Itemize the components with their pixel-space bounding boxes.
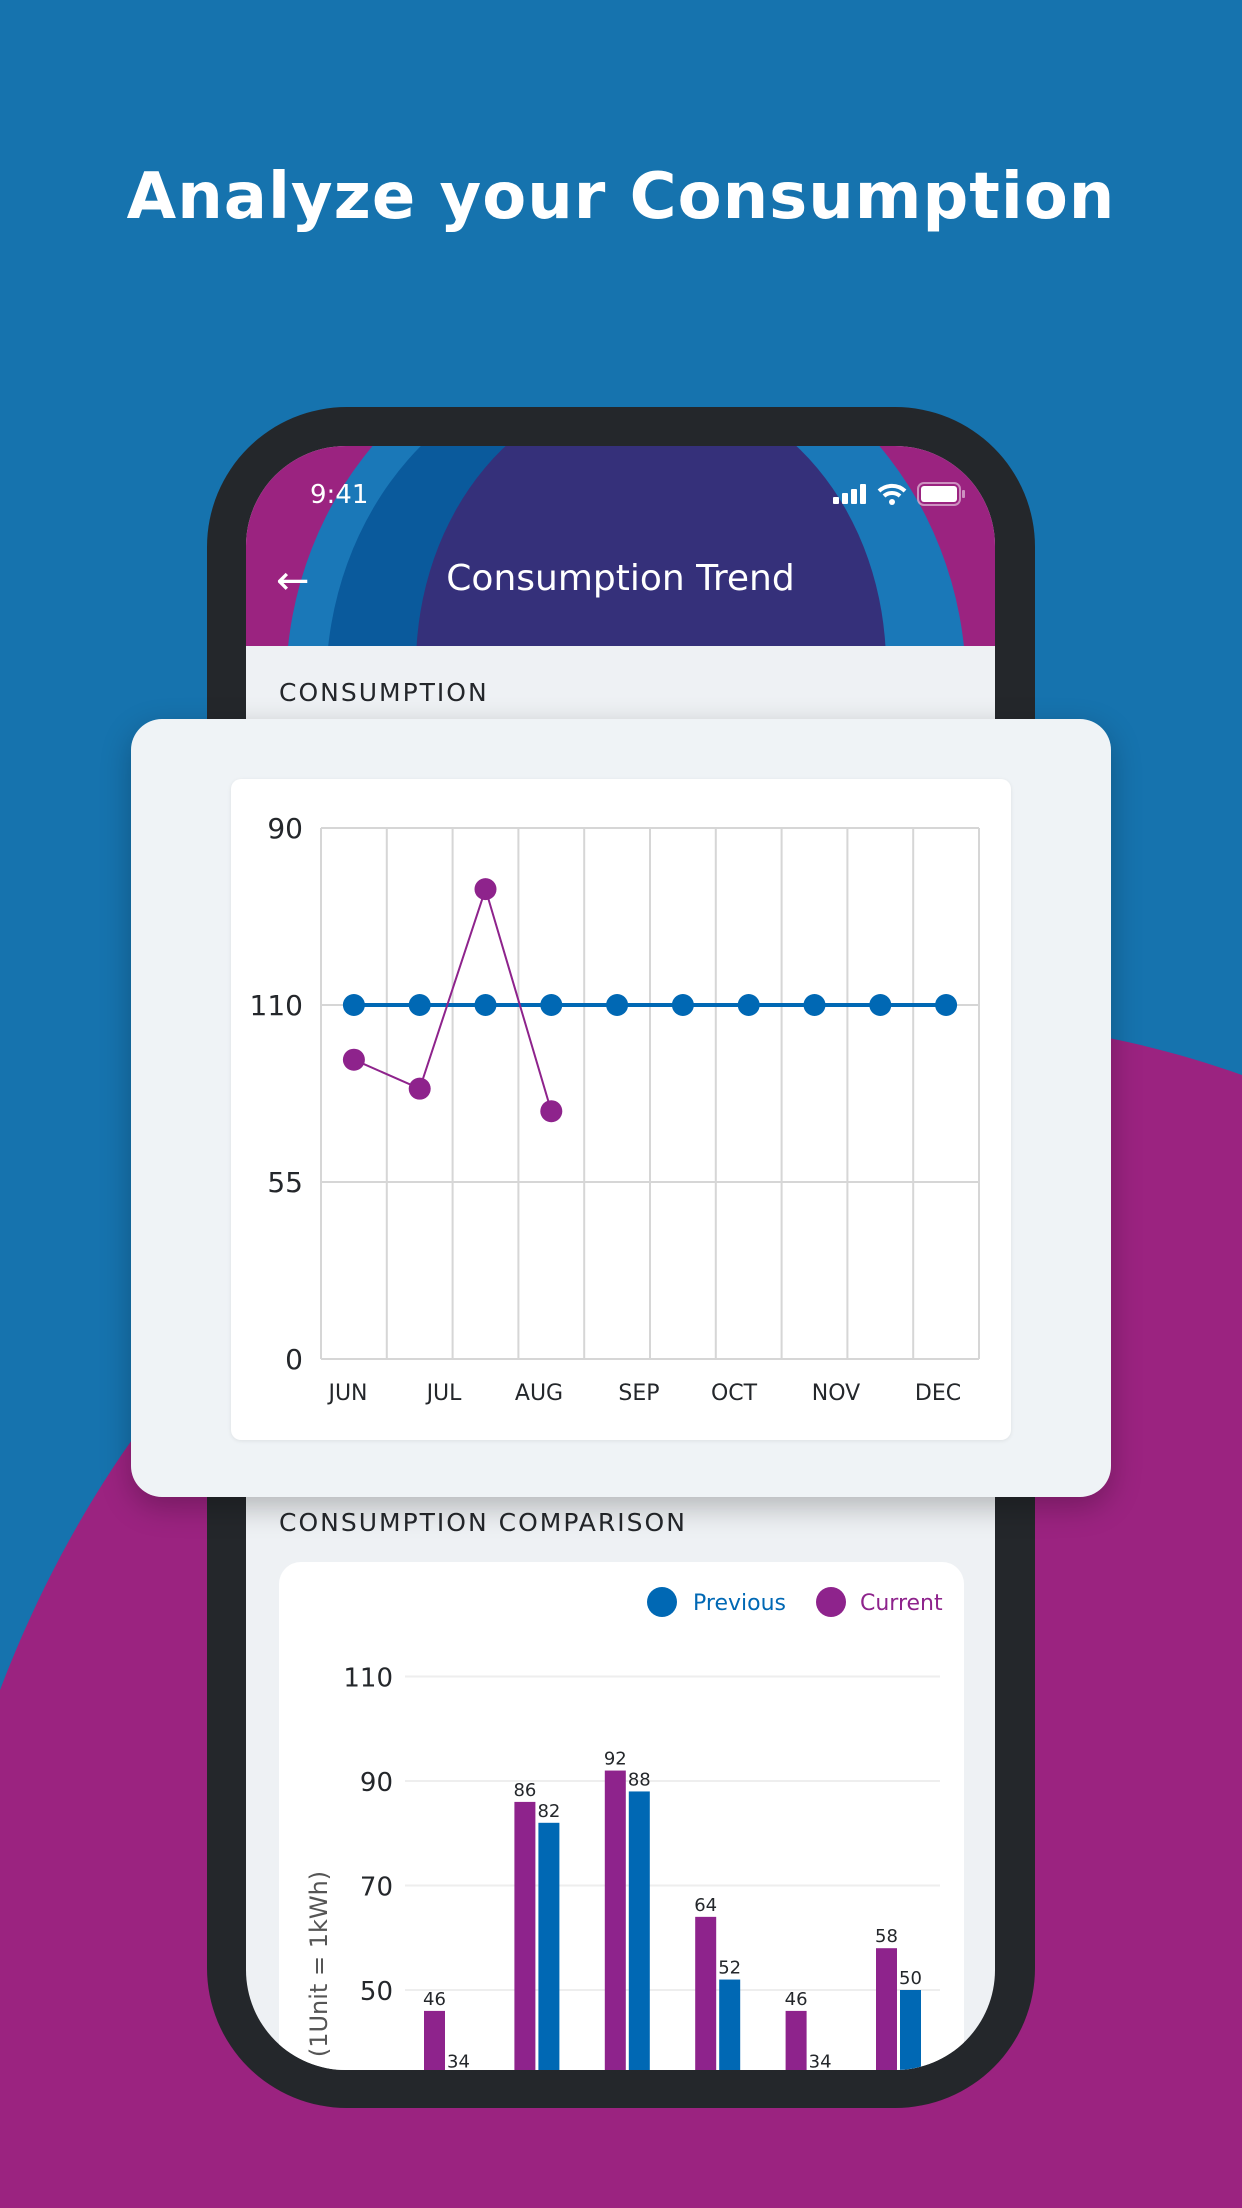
bar [628,1791,650,2070]
bar-value-label: 86 [513,1780,536,1801]
legend-marker [816,1587,846,1617]
y-tick-label: 110 [343,1664,393,1694]
x-tick-label: JUL [425,1381,463,1406]
bar-value-label: 82 [537,1801,560,1822]
bar [695,1916,717,2070]
data-point [540,1100,563,1123]
x-tick-label: OCT [711,1381,758,1406]
bar-value-label: 52 [718,1958,741,1979]
headline: Analyze your Consumption [126,160,1116,234]
bar-value-label: 34 [447,2052,470,2070]
battery-icon [917,482,965,506]
data-point [540,994,563,1016]
bar-value-label: 64 [694,1895,717,1916]
signal-icon [833,484,866,504]
bar-value-label: 88 [628,1769,651,1790]
legend-label: Previous [693,1591,786,1616]
data-point [803,994,826,1016]
data-point [408,1077,431,1100]
data-point [342,994,365,1016]
y-tick-label: 0 [285,1343,303,1376]
data-point [671,994,694,1016]
trend-chart-card: 0 55 110 90 JUN JUL AUG SEP OCT NOV DEC [231,779,1011,1440]
series-line [353,885,553,1112]
x-tick-label: NOV [812,1381,860,1406]
bar-value-label: 46 [785,1989,808,2010]
bar [900,1990,921,2070]
arrow-left-icon[interactable]: ← [276,558,310,604]
section-title-consumption: CONSUMPTION [279,678,489,707]
section-title-comparison: CONSUMPTION COMPARISON [279,1508,687,1537]
bar [604,1770,626,2070]
legend-marker [647,1587,677,1617]
status-icons [833,482,965,506]
y-tick-label: 70 [360,1873,393,1903]
app-header: 9:41 ← Consumption Trend [246,446,995,646]
bar [785,2010,807,2070]
data-point [474,994,497,1016]
comparison-bar-chart: 50 70 90 110 (1Unit = 1kWh) Previous Current 46… [305,1587,943,2070]
x-tick-label: JUN [326,1381,367,1406]
data-point [935,994,958,1016]
bar-value-label: 46 [423,1989,446,2010]
bar [538,1822,560,2070]
data-point [342,1048,365,1071]
y-tick-label: 55 [267,1166,303,1199]
bar [719,1979,741,2070]
x-tick-label: AUG [515,1381,563,1406]
trend-line-chart: 0 55 110 90 JUN JUL AUG SEP OCT NOV DEC [250,812,980,1406]
bar-value-label: 34 [809,2052,832,2070]
y-tick-label: 110 [250,989,303,1022]
data-point [737,994,760,1016]
bar-value-label: 58 [875,1926,898,1947]
page-title: Consumption Trend [446,558,795,599]
y-tick-label: 90 [267,812,303,845]
data-point [408,994,431,1016]
data-point [869,994,892,1016]
comparison-card: 50 70 90 110 (1Unit = 1kWh) Previous Current 46… [279,1562,964,2070]
x-tick-label: SEP [618,1381,659,1406]
y-tick-label: 50 [360,1977,393,2007]
legend-label: Current [860,1591,943,1616]
status-time: 9:41 [310,480,369,510]
x-tick-label: DEC [915,1381,961,1406]
header-decor [416,446,886,646]
bar [514,1801,536,2070]
wifi-icon [877,483,907,505]
bar-value-label: 50 [899,1968,922,1989]
bar-value-label: 92 [604,1749,627,1770]
bar [876,1948,897,2070]
bar [424,2010,445,2070]
data-point [474,878,497,901]
data-point [606,994,629,1016]
y-tick-label: 90 [360,1768,393,1798]
y-axis-label: (1Unit = 1kWh) [305,1871,333,2057]
trend-card: 0 55 110 90 JUN JUL AUG SEP OCT NOV DEC [131,719,1111,1497]
